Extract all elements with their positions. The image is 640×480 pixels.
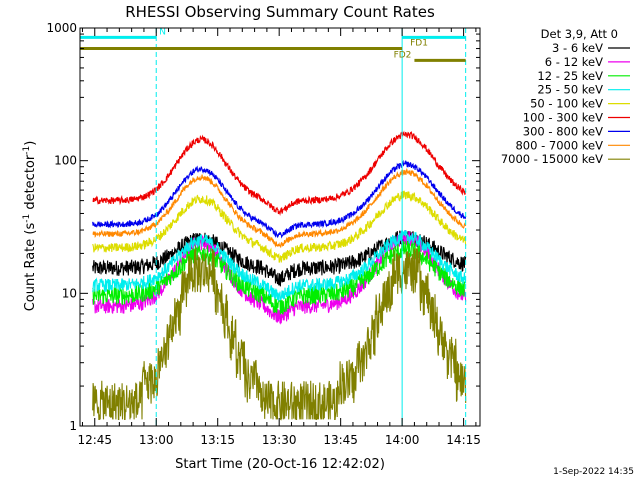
series-line-6: [92, 130, 467, 216]
legend-label-5: 50 - 100 keV: [530, 97, 603, 111]
x-tick-label-3: 13:15: [200, 433, 235, 447]
y-axis-label-mid: detector: [23, 154, 38, 214]
legend-label-3: 12 - 25 keV: [537, 69, 603, 83]
legend-label-1: 3 - 6 keV: [552, 41, 603, 55]
series-line-4: [92, 229, 467, 302]
x-tick-label-7: 14:15: [446, 433, 481, 447]
x-axis-ticks: 12:45 13:00 13:15 13:30 13:45 14:00 14:15: [77, 28, 481, 447]
plot-frame: [79, 27, 481, 427]
series-line-8: [92, 167, 467, 249]
y-axis-ticks: 1 10 100 1000: [46, 21, 480, 433]
legend-label-9: 7000 - 15000 keV: [501, 152, 603, 166]
orbit-flag-label-3: FD1: [410, 39, 428, 49]
y-tick-label-2: 10: [62, 286, 77, 300]
legend-label-7: 300 - 800 keV: [523, 124, 603, 138]
y-axis-label-sup1: -1: [22, 214, 32, 223]
legend-title: Det 3,9, Att 0: [541, 27, 618, 41]
series-line-9: [92, 248, 467, 421]
orbit-flag-label-4: FD2: [394, 50, 412, 60]
y-axis-label-main: Count Rate (s: [23, 223, 38, 312]
series-line-7: [92, 159, 467, 239]
x-tick-label-2: 13:00: [139, 433, 174, 447]
legend-label-6: 100 - 300 keV: [523, 111, 603, 125]
y-tick-label-3: 100: [54, 154, 77, 168]
footer-date: 1-Sep-2022 14:35: [553, 467, 634, 477]
x-tick-label-6: 14:00: [385, 433, 420, 447]
series-line-5: [92, 189, 467, 263]
y-axis-label-sup2: -1: [22, 146, 32, 155]
y-tick-label-4: 1000: [46, 21, 77, 35]
x-tick-label-4: 13:30: [262, 433, 297, 447]
x-axis-label: Start Time (20-Oct-16 12:42:02): [175, 457, 385, 472]
legend-label-4: 25 - 50 keV: [537, 83, 603, 97]
y-axis-label-end: ): [23, 141, 38, 146]
orbit-flag-label-1: N: [159, 27, 166, 37]
orbit-boundaries: [79, 28, 467, 426]
series-layer: [92, 130, 467, 421]
x-tick-label-5: 13:45: [323, 433, 358, 447]
chart-title: RHESSI Observing Summary Count Rates: [125, 3, 435, 21]
x-tick-label-1: 12:45: [77, 433, 112, 447]
y-tick-label-1: 1: [69, 419, 77, 433]
y-axis-label: Count Rate (s-1 detector-1): [22, 141, 38, 312]
legend-label-2: 6 - 12 keV: [545, 55, 603, 69]
legend-label-8: 800 - 7000 keV: [515, 138, 603, 152]
